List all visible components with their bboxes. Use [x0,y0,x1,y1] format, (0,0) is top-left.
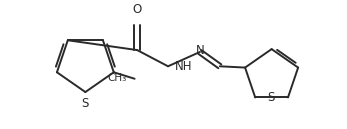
Text: N: N [195,44,204,57]
Text: NH: NH [175,60,193,73]
Text: O: O [133,3,142,16]
Text: CH₃: CH₃ [107,73,127,83]
Text: S: S [267,91,274,104]
Text: S: S [82,97,89,110]
